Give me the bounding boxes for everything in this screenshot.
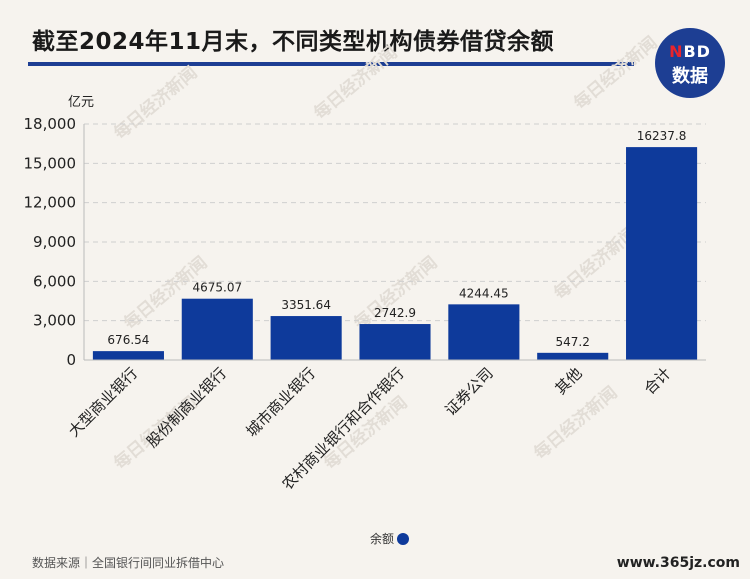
bar-value-label: 547.2 (556, 335, 590, 349)
bar-value-label: 676.54 (107, 333, 149, 347)
y-tick-label: 9,000 (33, 233, 76, 251)
watermark-text: 每日经济新闻 (530, 382, 622, 464)
bar-value-label: 3351.64 (281, 298, 331, 312)
bar-value-label: 4675.07 (192, 281, 242, 295)
x-tick-label: 其他 (552, 364, 586, 398)
y-axis: 0 3,000 6,000 9,000 12,000 15,000 18,000 (24, 115, 85, 369)
nbd-logo: NBD 数据 (655, 28, 725, 98)
y-tick-label: 3,000 (33, 312, 76, 330)
watermark-text: 每日经济新闻 (110, 62, 202, 144)
bar (448, 304, 520, 360)
y-tick-label: 0 (66, 351, 76, 369)
legend-marker (397, 533, 409, 545)
bar-value-label: 4244.45 (459, 286, 509, 300)
x-tick-label: 城市商业银行 (243, 364, 319, 440)
bar (359, 324, 431, 360)
legend: 余额 (370, 531, 409, 546)
bar (92, 351, 164, 360)
y-tick-label: 12,000 (24, 194, 77, 212)
bar (537, 352, 609, 360)
chart-title: 截至2024年11月末，不同类型机构债券借贷余额 (32, 29, 555, 55)
y-tick-label: 18,000 (24, 115, 77, 133)
y-tick-label: 15,000 (24, 154, 77, 172)
x-tick-label: 合计 (640, 364, 674, 398)
bar-value-label: 16237.8 (637, 129, 687, 143)
data-source: 数据来源｜全国银行间同业拆借中心 (32, 556, 225, 570)
logo-rest-letters: BD (683, 42, 711, 61)
bar (270, 316, 342, 360)
site-url: www.365jz.com (616, 555, 740, 571)
x-tick-label: 股份制商业银行 (143, 364, 230, 451)
y-axis-unit-label: 亿元 (68, 95, 94, 110)
bar (626, 147, 698, 360)
bar-value-label: 2742.9 (374, 306, 416, 320)
watermark-text: 每日经济新闻 (350, 252, 442, 334)
title-underline (28, 62, 634, 66)
x-tick-label: 大型商业银行 (65, 364, 141, 440)
watermark-text: 每日经济新闻 (570, 32, 662, 114)
x-tick-label: 证券公司 (442, 364, 497, 419)
logo-top-text: NBD (655, 42, 725, 61)
legend-label: 余额 (370, 531, 394, 546)
logo-bottom-text: 数据 (672, 66, 708, 87)
y-tick-label: 6,000 (33, 272, 76, 290)
logo-accent-letter: N (669, 42, 684, 61)
watermark-text: 每日经济新闻 (310, 42, 402, 124)
bar (181, 298, 253, 360)
bars: 676.54 4675.07 3351.64 2742.9 4244.45 547.2 16… (92, 129, 698, 360)
